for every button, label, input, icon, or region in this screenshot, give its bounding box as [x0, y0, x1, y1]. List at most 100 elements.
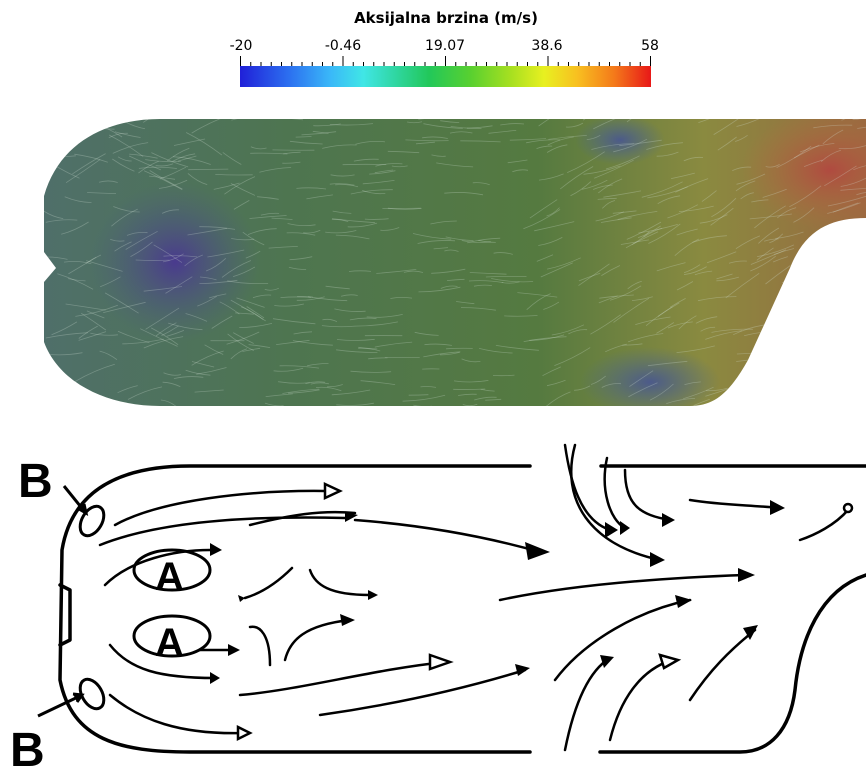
flow-streak: [74, 363, 115, 383]
flow-streak: [407, 121, 423, 124]
flow-streak: [507, 159, 528, 164]
flow-streak: [222, 152, 242, 165]
flow-streak: [492, 374, 515, 377]
flow-streak: [391, 165, 408, 168]
flow-streak: [185, 313, 208, 322]
flow-streak: [86, 310, 105, 319]
flow-streak: [108, 134, 144, 157]
flow-streak: [293, 331, 313, 335]
flow-streak: [711, 197, 737, 218]
flow-streak: [87, 192, 117, 194]
flow-streak: [813, 124, 853, 129]
flow-streak: [491, 278, 534, 283]
flow-streak: [593, 119, 627, 130]
flow-streak: [280, 296, 311, 298]
flow-streak: [526, 139, 561, 144]
flow-streak: [646, 142, 683, 150]
flow-streak: [692, 235, 727, 243]
flow-streak: [173, 376, 204, 379]
flow-streak: [666, 398, 696, 404]
flow-streak: [336, 349, 378, 353]
flow-streak: [838, 144, 866, 150]
flow-streak: [542, 366, 561, 377]
flow-streak: [232, 332, 254, 344]
flow-streak: [63, 260, 92, 265]
flow-streak: [480, 388, 495, 392]
flow-streak: [140, 328, 178, 347]
flow-streak: [657, 302, 680, 317]
flow-streak: [789, 185, 822, 208]
flow-streak: [332, 210, 352, 214]
flow-streak: [197, 295, 217, 307]
flow-streak: [793, 207, 815, 223]
colorbar-tick-label: -0.46: [324, 38, 362, 54]
flow-streak: [678, 205, 714, 212]
flow-streak: [546, 144, 568, 153]
flow-streak: [799, 143, 835, 153]
flow-streak: [613, 138, 648, 153]
flow-streak: [199, 279, 238, 284]
flow-streak: [472, 182, 490, 186]
flow-streak: [350, 189, 393, 195]
flow-streak: [233, 200, 250, 210]
flow-streak: [57, 273, 94, 290]
flow-streak: [303, 229, 321, 234]
flow-streak: [264, 402, 284, 406]
colorbar-tick-label: -20: [229, 38, 253, 54]
flow-streak: [249, 215, 287, 219]
flow-streak: [282, 161, 301, 164]
flow-streak: [143, 286, 183, 292]
flow-streak: [241, 306, 264, 320]
flow-streak: [574, 385, 591, 391]
flow-streak: [230, 183, 256, 196]
flow-streak: [857, 120, 866, 129]
flow-streak: [841, 119, 866, 121]
flow-streak: [656, 262, 686, 272]
flow-streak: [578, 263, 610, 286]
flow-streak: [504, 315, 538, 317]
flow-streak: [334, 308, 366, 312]
flow-streak: [705, 387, 728, 392]
flow-streak: [763, 238, 779, 242]
flow-streak: [61, 221, 89, 235]
flow-streak: [325, 285, 350, 290]
flow-streak: [612, 210, 637, 214]
flow-streak: [700, 326, 716, 332]
flow-streak: [160, 399, 177, 406]
flow-streak: [620, 239, 649, 245]
flow-streak: [414, 331, 439, 336]
flow-streak: [287, 389, 320, 394]
flow-streak: [325, 230, 357, 234]
flow-streak: [598, 295, 618, 304]
flow-streak: [187, 227, 228, 236]
flow-streak: [250, 146, 267, 150]
flow-streak: [149, 175, 176, 180]
flow-streak: [278, 381, 310, 384]
flow-streak: [735, 235, 761, 250]
flow-streak: [570, 181, 592, 197]
flow-streak: [529, 334, 565, 341]
flow-streak: [184, 254, 203, 267]
flow-streak: [230, 348, 248, 360]
flow-streak: [45, 219, 78, 223]
flow-streak: [327, 384, 343, 388]
flow-streak: [56, 166, 80, 179]
flow-streak: [296, 187, 327, 190]
flow-streak: [100, 276, 121, 288]
flow-streak: [191, 361, 215, 368]
flow-streak: [750, 249, 787, 265]
flow-streak: [208, 293, 227, 299]
flow-streak: [264, 287, 280, 291]
flow-streak: [629, 370, 654, 387]
flow-streak: [832, 202, 859, 213]
flow-streak: [130, 241, 153, 257]
flow-streak: [199, 276, 217, 281]
colorbar-title: Aksijalna brzina (m/s): [354, 9, 538, 27]
flow-streak: [667, 321, 693, 329]
flow-streak: [354, 321, 398, 327]
flow-streak: [769, 233, 784, 244]
flow-streak: [350, 370, 392, 373]
flow-streak: [462, 403, 478, 406]
flow-streak: [420, 386, 437, 388]
